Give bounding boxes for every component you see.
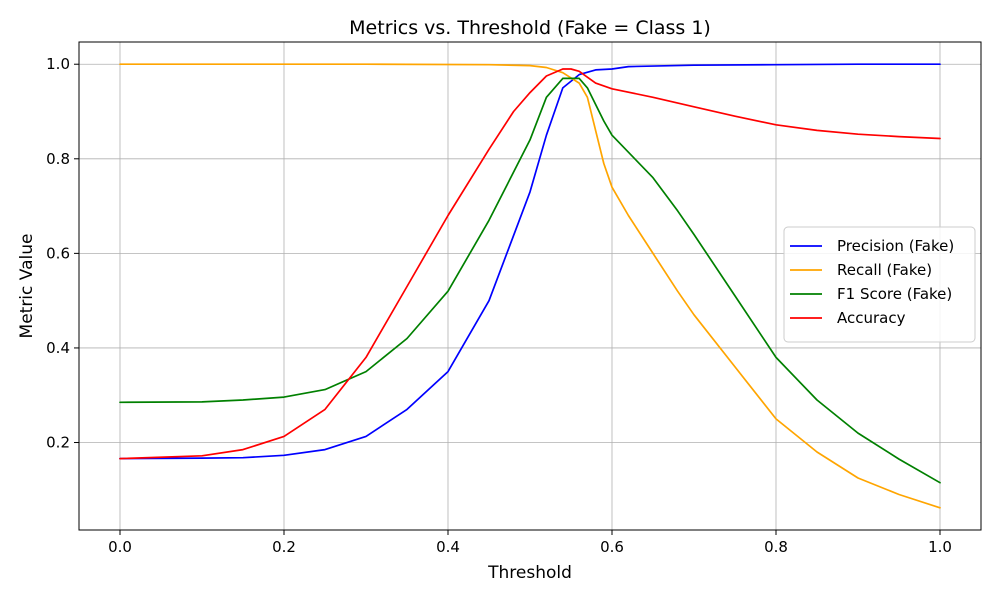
legend-label: Accuracy bbox=[837, 309, 906, 327]
series-line-1 bbox=[119, 63, 941, 460]
x-tick-label: 0.6 bbox=[600, 538, 624, 556]
legend-label: Recall (Fake) bbox=[837, 261, 932, 279]
y-tick-label: 0.4 bbox=[46, 339, 70, 357]
y-tick-label: 1.0 bbox=[46, 55, 70, 73]
axis-ticks: 0.0 0.2 0.4 0.6 0.8 1.0 0.2 0.4 0.6 0.8 1.0 bbox=[46, 55, 952, 556]
y-tick-label: 0.6 bbox=[46, 244, 70, 262]
x-axis-label: Threshold bbox=[487, 563, 572, 583]
y-axis-label: Metric Value bbox=[17, 234, 37, 339]
x-tick-label: 0.8 bbox=[764, 538, 788, 556]
x-tick-label: 1.0 bbox=[928, 538, 952, 556]
series-line-3 bbox=[119, 77, 941, 484]
plot-frame bbox=[78, 41, 982, 531]
legend-label: Precision (Fake) bbox=[837, 237, 954, 255]
y-tick-label: 0.2 bbox=[46, 434, 70, 452]
series-lines bbox=[119, 63, 941, 509]
chart-title: Metrics vs. Threshold (Fake = Class 1) bbox=[349, 17, 711, 39]
x-tick-label: 0.4 bbox=[436, 538, 460, 556]
series-line-2 bbox=[119, 63, 941, 509]
series-line-4 bbox=[119, 68, 941, 460]
y-tick-label: 0.8 bbox=[46, 150, 70, 168]
x-tick-label: 0.2 bbox=[272, 538, 296, 556]
x-tick-label: 0.0 bbox=[108, 538, 132, 556]
legend: Precision (Fake) Recall (Fake) F1 Score (F… bbox=[783, 226, 976, 343]
legend-box bbox=[783, 226, 976, 343]
legend-label: F1 Score (Fake) bbox=[837, 285, 952, 303]
